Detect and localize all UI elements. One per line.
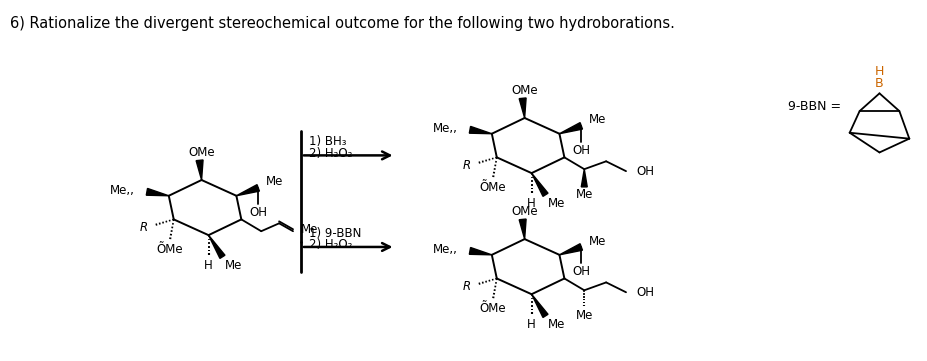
Polygon shape [559, 123, 582, 134]
Text: OMe: OMe [512, 205, 538, 218]
Text: ÕMe: ÕMe [157, 243, 184, 256]
Text: 6) Rationalize the divergent stereochemical outcome for the following two hydrob: 6) Rationalize the divergent stereochemi… [10, 16, 675, 31]
Polygon shape [236, 184, 260, 196]
Text: Me: Me [576, 309, 593, 322]
Polygon shape [197, 160, 203, 180]
Text: ÕMe: ÕMe [479, 303, 506, 316]
Text: OH: OH [249, 206, 267, 219]
Polygon shape [469, 248, 492, 255]
Text: Me,,: Me,, [433, 122, 458, 135]
Text: H: H [527, 197, 536, 210]
Text: Me: Me [590, 235, 606, 248]
Text: ÕMe: ÕMe [479, 181, 506, 194]
Text: R: R [463, 159, 471, 172]
Polygon shape [146, 188, 169, 196]
Text: 1) 9-BBN: 1) 9-BBN [309, 227, 362, 240]
Polygon shape [531, 294, 548, 317]
Text: R: R [463, 280, 471, 293]
Text: OMe: OMe [188, 146, 215, 159]
Polygon shape [519, 98, 527, 118]
Text: Me: Me [266, 175, 284, 188]
Text: Me: Me [301, 223, 318, 236]
Text: Me,,: Me,, [433, 243, 458, 256]
Polygon shape [469, 126, 492, 134]
Text: H: H [204, 259, 213, 272]
Polygon shape [559, 244, 582, 255]
Text: H: H [527, 318, 536, 331]
Text: 1) BH₃: 1) BH₃ [309, 135, 347, 148]
Polygon shape [519, 219, 527, 239]
Text: Me: Me [548, 318, 565, 331]
Text: 2) H₂O₂: 2) H₂O₂ [309, 239, 352, 252]
Text: OH: OH [572, 265, 590, 278]
Polygon shape [531, 173, 548, 196]
Polygon shape [581, 169, 587, 187]
Text: R: R [140, 221, 148, 234]
Text: OH: OH [636, 286, 654, 299]
Text: OMe: OMe [512, 84, 538, 97]
Text: Me: Me [548, 197, 565, 210]
Text: 9-BBN =: 9-BBN = [788, 100, 841, 113]
Text: Me: Me [590, 113, 606, 126]
Text: Me,,: Me,, [110, 184, 135, 197]
Text: OH: OH [636, 165, 654, 178]
Text: B: B [875, 77, 883, 90]
Text: H: H [875, 65, 884, 78]
Text: Me: Me [576, 188, 593, 201]
Polygon shape [209, 235, 225, 258]
Text: OH: OH [572, 144, 590, 157]
Text: Me: Me [224, 259, 242, 272]
Text: 2) H₂O₂: 2) H₂O₂ [309, 147, 352, 160]
